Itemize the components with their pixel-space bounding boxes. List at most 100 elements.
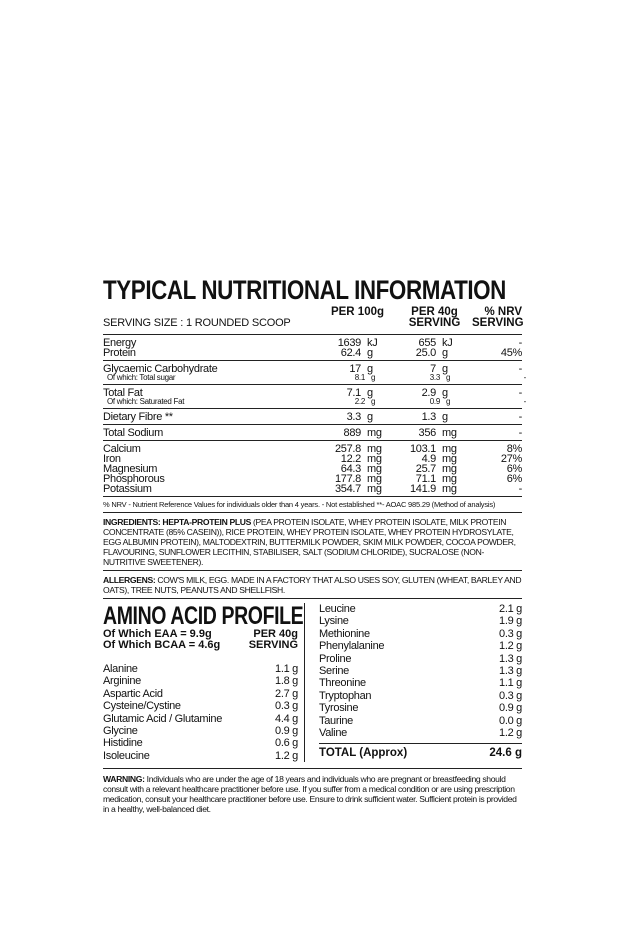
nutrient-cell: -	[523, 397, 527, 406]
nutrient-name: Potassium	[103, 483, 152, 495]
amino-profile: AMINO ACID PROFILE Of Which EAA = 9.9g Of …	[103, 602, 522, 763]
nutrient-cell: 141.9	[409, 483, 436, 495]
nutrient-cell: mg	[367, 427, 382, 439]
nutrient-cell: g	[442, 387, 448, 399]
nutrient-cell: g	[367, 347, 373, 359]
amino-value: 1.1 g	[275, 663, 298, 675]
amino-name: Serine	[319, 665, 349, 678]
nutrient-cell: 3.3	[429, 373, 441, 382]
nutrient-cell: g	[446, 397, 451, 406]
nutrient-row: Protein 62.4 g 25.0 g 45%	[103, 347, 522, 359]
nutrient-row: Of which: Total sugar 8.1 g 3.3 g -	[103, 373, 526, 382]
amino-value: 1.2 g	[275, 749, 298, 762]
amino-value: 1.2 g	[499, 727, 522, 740]
nutrient-cell: mg	[367, 463, 382, 475]
nutrient-cell: g	[367, 411, 373, 423]
bcaa: Of Which BCAA = 4.6g	[103, 639, 221, 651]
amino-value: 1.8 g	[275, 675, 298, 688]
nutrient-cell: mg	[367, 473, 382, 485]
nutrient-cell: 2.9	[421, 387, 437, 399]
nutrient-cell: -	[518, 411, 523, 423]
nutrient-name: Phosphorous	[103, 473, 165, 485]
nutrient-group: Glycaemic Carbohydrate 17 g 7 g - Of which: To…	[103, 360, 526, 384]
nutrient-name: Magnesium	[103, 463, 158, 475]
nutrient-row: Phosphorous 177.8 mg 71.1 mg 6%	[103, 473, 522, 485]
nutrient-cell: -	[518, 363, 523, 375]
nutrient-cell: -	[518, 483, 523, 495]
amino-value: 0.6 g	[275, 737, 298, 750]
amino-row: Taurine 0.0 g	[319, 715, 522, 727]
nutrient-cell: 64.3	[340, 463, 362, 475]
amino-name: Glycine	[103, 725, 138, 738]
nutrient-name: Energy	[103, 337, 137, 349]
nutrient-cell: mg	[442, 443, 457, 455]
amino-name: Phenylalanine	[319, 640, 385, 653]
amino-value: 0.3 g	[275, 700, 298, 713]
nutrient-cell: kJ	[367, 337, 378, 349]
nutrient-row: Calcium 257.8 mg 103.1 mg 8%	[103, 443, 522, 455]
column-header: PER 40g SERVING	[408, 306, 461, 329]
nutrient-cell: 2.2	[354, 397, 366, 406]
amino-name: Methionine	[319, 627, 370, 640]
nutrient-cell: 177.8	[334, 473, 361, 485]
amino-name: Threonine	[319, 677, 366, 690]
nutrient-cell: mg	[367, 443, 382, 455]
amino-value: 0.9 g	[275, 725, 298, 738]
nutrient-cell: -	[518, 337, 523, 349]
amino-name: Proline	[319, 652, 352, 665]
amino-name: Aspartic Acid	[103, 687, 163, 700]
nutrient-cell: -	[518, 427, 523, 439]
nutrient-cell: 62.4	[340, 347, 362, 359]
nutrient-cell: 27%	[500, 453, 522, 465]
ingredients-label: INGREDIENTS: HEPTA-PROTEIN PLUS	[103, 517, 251, 527]
nutrient-row: Total Sodium 889 mg 356 mg -	[103, 427, 523, 439]
nutrient-row: Energy 1639 kJ 655 kJ -	[103, 337, 523, 349]
nutrient-cell: mg	[442, 453, 457, 465]
nutrient-cell: 3.3	[346, 411, 362, 423]
amino-title: AMINO ACID PROFILE	[103, 602, 304, 630]
nutrient-cell: 1639	[337, 337, 362, 349]
warning-label: WARNING:	[103, 774, 145, 785]
amino-row: Serine 1.3 g	[319, 665, 522, 677]
nutrient-cell: g	[446, 373, 451, 382]
amino-row: Lysine 1.9 g	[319, 615, 522, 627]
amino-right: Leucine 2.1 g Lysine 1.9 g Methionine 0.3 g Ph…	[305, 603, 522, 762]
nutrient-row: Dietary Fibre ** 3.3 g 1.3 g -	[103, 411, 523, 423]
nutrient-cell: 71.1	[415, 473, 437, 485]
nutrient-cell: 655	[418, 337, 437, 349]
nutrient-cell: 17	[349, 363, 361, 375]
nutrient-cell: 4.9	[421, 453, 437, 465]
nutrient-row: Glycaemic Carbohydrate 17 g 7 g -	[103, 363, 523, 375]
amino-row: Cysteine/Cystine 0.3 g	[103, 700, 298, 712]
amino-row: Glycine 0.9 g	[103, 725, 298, 737]
nutrient-cell: -	[523, 373, 527, 382]
nutrient-cell: kJ	[442, 337, 453, 349]
amino-row: Isoleucine 1.2 g	[103, 750, 298, 762]
amino-left: AMINO ACID PROFILE Of Which EAA = 9.9g Of …	[103, 602, 305, 763]
nutrient-cell: 1.3	[421, 411, 437, 423]
nutrient-name: Total Fat	[103, 387, 143, 399]
amino-name: Histidine	[103, 737, 143, 750]
amino-value: 1.1 g	[499, 677, 522, 690]
amino-row: Histidine 0.6 g	[103, 737, 298, 749]
amino-row: Glutamic Acid / Glutamine 4.4 g	[103, 713, 298, 725]
nutrient-name: Of which: Saturated Fat	[107, 397, 185, 406]
nutrient-name: Glycaemic Carbohydrate	[103, 363, 218, 375]
serving-size: SERVING SIZE : 1 ROUNDED SCOOP	[103, 317, 291, 329]
nutrient-group: Calcium 257.8 mg 103.1 mg 8% Iron 12.2 mg 4.9 mg 27…	[103, 440, 522, 496]
nutrient-cell: mg	[367, 453, 382, 465]
amino-row: Arginine 1.8 g	[103, 675, 298, 687]
nutrient-cell: g	[367, 363, 373, 375]
nutrient-cell: 8.1	[354, 373, 366, 382]
nutrient-cell: g	[442, 347, 448, 359]
nutrient-group: Total Fat 7.1 g 2.9 g - Of which: Saturated Fa…	[103, 384, 526, 408]
amino-value: 0.3 g	[499, 689, 522, 702]
amino-value: 0.3 g	[499, 627, 522, 640]
title: TYPICAL NUTRITIONAL INFORMATION	[103, 275, 506, 305]
amino-value: 1.2 g	[499, 640, 522, 653]
nutrient-name: Of which: Total sugar	[107, 373, 176, 382]
nutrient-row: Iron 12.2 mg 4.9 mg 27%	[103, 453, 522, 465]
amino-summary: Of Which EAA = 9.9g Of Which BCAA = 4.6g	[103, 629, 238, 651]
table-header: SERVING SIZE : 1 ROUNDED SCOOP PER 100g PE…	[103, 306, 524, 329]
